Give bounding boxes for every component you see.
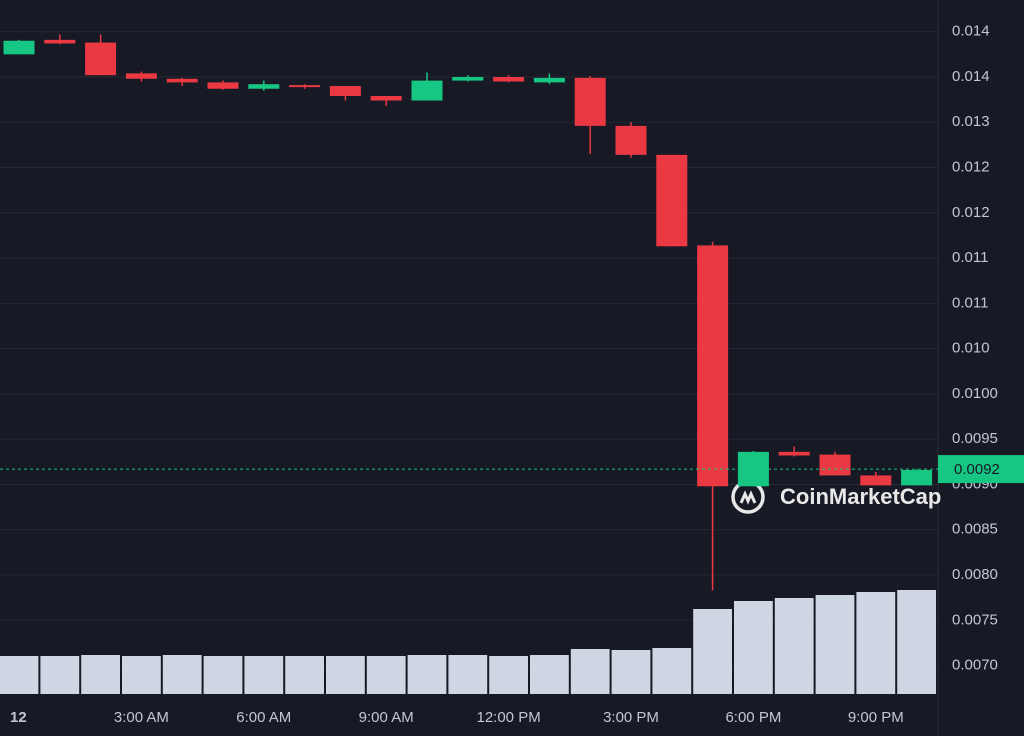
watermark: CoinMarketCap (780, 484, 941, 509)
y-tick-label: 0.010 (952, 340, 990, 357)
volume-bar (366, 656, 406, 694)
candle-body (656, 154, 688, 247)
y-tick-label: 0.011 (952, 249, 988, 266)
volume-bar (122, 656, 161, 694)
candle-body (533, 77, 565, 83)
x-tick-label: 3:00 PM (603, 709, 659, 726)
candle-body (125, 73, 157, 79)
candle-body (493, 76, 525, 82)
volume-bar (448, 655, 488, 694)
candle-body (778, 451, 810, 456)
candle-body (452, 76, 484, 81)
y-tick-label: 0.011 (952, 294, 988, 311)
candle-body (329, 86, 361, 96)
labels: 0.00700.00750.00800.00850.00900.00950.01… (10, 23, 1024, 726)
candle-body (819, 454, 851, 476)
volume-bar (81, 655, 120, 694)
candles (0, 34, 938, 591)
volume-bar (856, 592, 896, 694)
x-tick-label: 12 (10, 709, 27, 726)
candle-body (44, 39, 76, 44)
volume-bar (774, 598, 814, 694)
candle-body (248, 84, 280, 89)
watermark-logo-mark (739, 490, 757, 505)
volume-bar (489, 656, 528, 694)
y-tick-label: 0.0100 (952, 385, 998, 402)
candle-body (370, 95, 402, 101)
volume-bar (203, 656, 243, 694)
x-tick-label: 6:00 AM (236, 709, 291, 726)
candle-body (207, 82, 239, 89)
volume-bar (693, 609, 732, 694)
candle-body (615, 125, 647, 155)
volume-bar (244, 656, 284, 694)
candle-body (166, 78, 198, 83)
volume-bar (326, 656, 365, 694)
volume-bar (815, 595, 855, 694)
x-tick-label: 9:00 PM (848, 709, 904, 726)
volume-bar (611, 650, 651, 694)
candle-body (85, 42, 117, 76)
candle-body (289, 85, 321, 88)
volume-bar (0, 656, 39, 694)
candle-body (697, 245, 729, 487)
x-tick-label: 12:00 PM (476, 709, 540, 726)
volume-bar (285, 656, 324, 694)
x-tick-label: 9:00 AM (359, 709, 414, 726)
current-price-box (938, 455, 1024, 484)
volume-bar (162, 655, 202, 694)
y-tick-label: 0.012 (952, 158, 990, 175)
y-tick-label: 0.0075 (952, 611, 998, 628)
volume-bar (570, 649, 610, 694)
candle-body (901, 469, 933, 486)
y-tick-label: 0.012 (952, 204, 990, 221)
y-tick-label: 0.013 (952, 113, 990, 130)
volume-bars (0, 590, 936, 694)
candle-body (574, 77, 606, 126)
y-tick-label: 0.0085 (952, 521, 998, 538)
y-tick-label: 0.0070 (952, 657, 998, 674)
volume-bar (530, 655, 569, 694)
y-tick-label: 0.014 (952, 68, 990, 85)
y-tick-label: 0.0095 (952, 430, 998, 447)
y-tick-label: 0.014 (952, 23, 990, 40)
x-tick-label: 3:00 AM (114, 709, 169, 726)
volume-bar (407, 655, 447, 694)
volume-bar (40, 656, 80, 694)
x-tick-label: 6:00 PM (725, 709, 781, 726)
volume-bar (652, 648, 692, 694)
candle-body (3, 40, 35, 55)
current-price-label: 0.0092 (954, 461, 1000, 478)
candle-body (411, 80, 443, 101)
y-tick-label: 0.0080 (952, 566, 998, 583)
volume-bar (897, 590, 936, 694)
volume-bar (734, 601, 773, 694)
candle-body (860, 475, 892, 486)
